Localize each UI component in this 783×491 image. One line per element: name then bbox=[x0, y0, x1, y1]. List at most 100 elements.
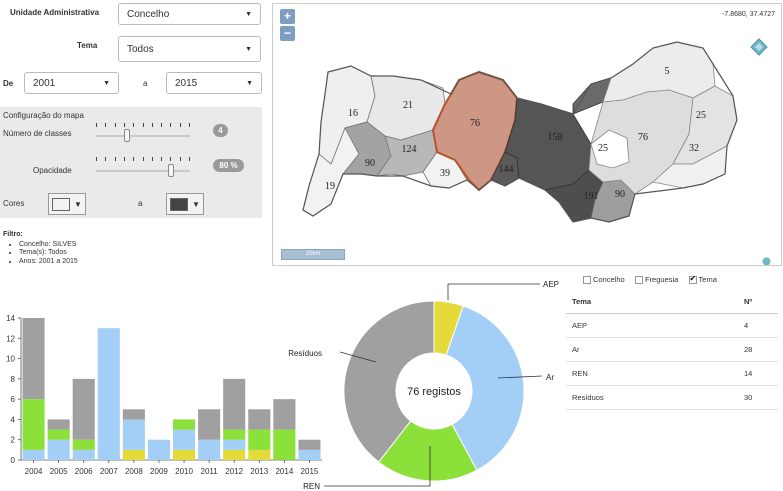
concelho-checkbox[interactable]: Concelho bbox=[583, 275, 625, 284]
bar-segment bbox=[198, 409, 221, 440]
chevron-down-icon: ▼ bbox=[103, 79, 110, 87]
leader-line bbox=[497, 375, 543, 379]
layers-icon[interactable] bbox=[749, 37, 769, 57]
table-cell: AEP bbox=[566, 313, 738, 338]
cores-label: Cores bbox=[3, 199, 25, 208]
map-label: 25 bbox=[598, 143, 608, 154]
map-label: 19 bbox=[325, 181, 335, 192]
classes-slider-handle[interactable] bbox=[124, 129, 131, 142]
table-cell: Resíduos bbox=[566, 385, 738, 410]
map-label: 21 bbox=[403, 100, 413, 111]
bar-segment bbox=[223, 439, 246, 450]
filter-summary: Filtro: Concelho: SILVES Tema(s): Todos … bbox=[3, 231, 78, 266]
leader-line bbox=[339, 351, 377, 363]
bar-segment bbox=[248, 429, 271, 450]
slider-tick bbox=[179, 157, 181, 161]
y-tick-label: 4 bbox=[11, 415, 16, 424]
freguesia-checkbox[interactable]: Freguesia bbox=[634, 275, 679, 284]
map-label: 90 bbox=[365, 158, 375, 169]
tema-select[interactable]: Todos ▼ bbox=[118, 36, 261, 62]
table-row[interactable]: Ar 28 bbox=[566, 337, 778, 362]
checkbox-box bbox=[688, 274, 697, 284]
bar-segment bbox=[198, 439, 221, 460]
map-label: 90 bbox=[615, 189, 625, 200]
chevron-down-icon: ▼ bbox=[74, 199, 82, 209]
tema-label: Tema bbox=[77, 41, 98, 50]
map-label: 158 bbox=[548, 132, 563, 143]
summary-table: Tema Nº AEP 4 Ar 28 REN 14 Resíduos 30 bbox=[566, 291, 778, 410]
y-tick-label: 14 bbox=[6, 314, 15, 323]
column-header[interactable]: Nº bbox=[738, 291, 778, 314]
opacity-slider-ticks bbox=[96, 157, 190, 173]
de-select-value: 2001 bbox=[33, 77, 56, 89]
x-tick-label: 2014 bbox=[275, 467, 293, 476]
zoom-out-button[interactable]: − bbox=[280, 26, 295, 41]
filter-item: Anos: 2001 a 2015 bbox=[19, 258, 78, 267]
attribution-icon[interactable] bbox=[762, 257, 771, 266]
bar-segment bbox=[273, 429, 296, 460]
x-tick-label: 2015 bbox=[301, 467, 319, 476]
slider-tick bbox=[133, 157, 135, 161]
color-to-picker[interactable]: ▼ bbox=[166, 193, 204, 215]
zoom-in-button[interactable]: + bbox=[280, 9, 295, 24]
unidade-select[interactable]: Concelho ▼ bbox=[118, 3, 261, 25]
x-tick-label: 2005 bbox=[50, 467, 68, 476]
donut-slice bbox=[343, 300, 435, 463]
table-row[interactable]: REN 14 bbox=[566, 361, 778, 386]
bar-segment bbox=[122, 419, 145, 450]
a-select[interactable]: 2015 ▼ bbox=[166, 72, 262, 94]
theme-donut-chart: 76 registos AEP Ar REN Resíduos bbox=[288, 280, 559, 491]
de-select[interactable]: 2001 ▼ bbox=[24, 72, 119, 94]
leader-line bbox=[447, 283, 540, 300]
classes-slider-track[interactable] bbox=[96, 135, 190, 137]
y-tick-label: 6 bbox=[11, 395, 16, 404]
algarve-choropleth bbox=[302, 41, 738, 223]
x-tick-label: 2011 bbox=[201, 467, 219, 476]
opacity-label: Opacidade bbox=[33, 166, 72, 175]
bar-segment bbox=[298, 449, 321, 460]
map-label: 5 bbox=[665, 66, 670, 77]
table-cell: 4 bbox=[738, 313, 778, 338]
opacity-value-badge: 80 % bbox=[213, 159, 244, 172]
table-cell: 30 bbox=[738, 385, 778, 410]
chevron-down-icon: ▼ bbox=[246, 79, 253, 87]
bar-segment bbox=[248, 449, 271, 460]
slider-tick bbox=[170, 157, 172, 161]
y-tick-label: 8 bbox=[11, 375, 16, 384]
map-label: 39 bbox=[440, 168, 450, 179]
checkbox-label: Freguesia bbox=[644, 275, 679, 284]
opacity-slider-track[interactable] bbox=[96, 170, 190, 172]
table-cell: REN bbox=[566, 361, 738, 386]
filter-title: Filtro: bbox=[3, 231, 23, 238]
map-label: 76 bbox=[470, 118, 480, 129]
table-cell: 28 bbox=[738, 337, 778, 362]
color-from-picker[interactable]: ▼ bbox=[48, 193, 86, 215]
bar-segment bbox=[147, 439, 170, 460]
filter-item: Tema(s): Todos bbox=[19, 249, 78, 258]
leader-line bbox=[324, 446, 431, 487]
a-select-value: 2015 bbox=[175, 77, 198, 89]
bar-segment bbox=[97, 328, 120, 460]
config-title: Configuração do mapa bbox=[3, 111, 84, 120]
chevron-down-icon: ▼ bbox=[245, 45, 252, 53]
x-tick-label: 2012 bbox=[225, 467, 243, 476]
tema-checkbox[interactable]: Tema bbox=[688, 274, 717, 284]
slider-tick bbox=[142, 157, 144, 161]
color-to-swatch bbox=[170, 197, 188, 211]
table-row[interactable]: Resíduos 30 bbox=[566, 385, 778, 410]
bar-segment bbox=[223, 378, 246, 430]
y-tick-label: 12 bbox=[6, 334, 15, 343]
opacity-slider-handle[interactable] bbox=[168, 164, 175, 177]
checkbox-label: Tema bbox=[698, 275, 717, 284]
map-label: 25 bbox=[696, 110, 706, 121]
map-label: 76 bbox=[638, 132, 648, 143]
map-scale-bar: 20km bbox=[281, 249, 345, 260]
map-view[interactable]: + − -7.8680, 37.4727 20km 16 21 bbox=[272, 3, 782, 266]
tema-select-value: Todos bbox=[127, 43, 154, 55]
x-tick-label: 2009 bbox=[150, 467, 168, 476]
cores-a-label: a bbox=[138, 199, 143, 208]
table-row[interactable]: AEP 4 bbox=[566, 313, 778, 338]
slider-tick bbox=[170, 123, 172, 127]
donut-slice bbox=[378, 420, 478, 482]
column-header[interactable]: Tema bbox=[566, 291, 738, 314]
